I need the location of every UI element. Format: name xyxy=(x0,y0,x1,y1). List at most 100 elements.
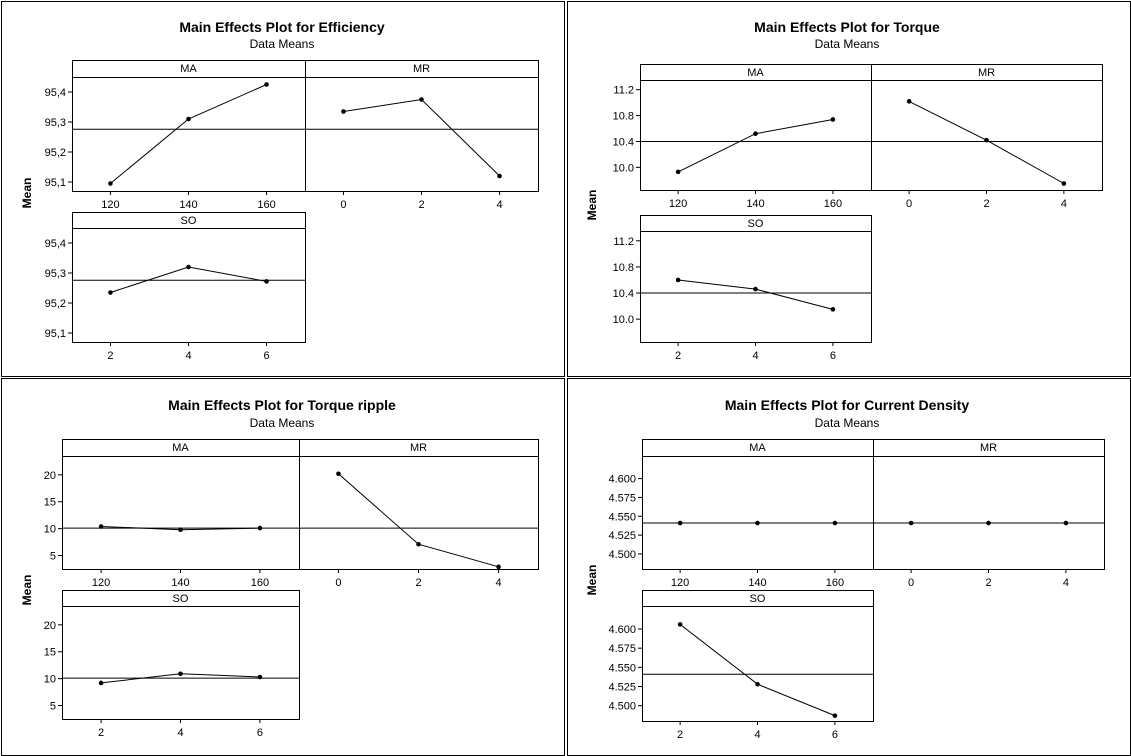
panel-ma: MA 10.0 10.4 10.8 11.2 120 140 160 xyxy=(613,64,872,210)
y-tick-label: 4.550 xyxy=(608,511,636,523)
panel-ma: MA 5 10 15 20 120 140 160 xyxy=(44,439,300,589)
x-tick-label: 2 xyxy=(677,729,683,741)
data-point xyxy=(98,680,104,686)
x-tick-label: 0 xyxy=(340,199,346,211)
panel-box xyxy=(62,590,300,720)
y-tick-label: 11.2 xyxy=(613,236,634,248)
x-tick-label: 140 xyxy=(179,199,197,211)
y-tick-label: 20 xyxy=(44,470,56,482)
y-tick-label: 10 xyxy=(44,674,56,686)
data-point xyxy=(675,169,681,175)
y-tick-label: 95,1 xyxy=(45,328,66,340)
y-tick-label: 95,3 xyxy=(45,117,66,129)
data-point xyxy=(186,264,191,270)
y-tick-label: 4.500 xyxy=(608,701,636,713)
data-point xyxy=(675,277,681,283)
panel-box xyxy=(873,439,1105,570)
data-point xyxy=(178,527,183,533)
panel-so: SO 10.0 10.4 10.8 11.2 2 4 6 xyxy=(613,215,872,362)
y-tick-label: 10.0 xyxy=(613,162,634,174)
x-tick-label: 4 xyxy=(177,727,183,739)
x-tick-label: 120 xyxy=(671,577,689,589)
data-point xyxy=(755,681,760,687)
panel-box xyxy=(299,439,539,570)
data-point xyxy=(908,520,914,526)
x-tick-label: 4 xyxy=(185,350,191,362)
y-tick-label: 15 xyxy=(44,647,56,659)
y-tick-label: 10.4 xyxy=(613,136,634,148)
x-tick-label: 4 xyxy=(752,350,758,362)
panel-box xyxy=(640,64,872,191)
data-point xyxy=(257,525,263,531)
x-tick-label: 4 xyxy=(496,577,502,589)
panel-mr: MR 0 2 4 xyxy=(299,439,539,589)
x-tick-label: 0 xyxy=(335,577,341,589)
y-tick-label: 10.4 xyxy=(613,288,634,300)
x-tick-label: 6 xyxy=(257,727,263,739)
panel-so: SO 95,1 95,2 95,3 95,4 2 4 6 xyxy=(45,212,306,362)
data-point xyxy=(108,290,113,295)
y-tick-label: 4.600 xyxy=(608,624,636,636)
panel-so: SO 5 10 15 20 2 4 6 xyxy=(44,590,300,739)
chart-title: Main Effects Plot for Torque xyxy=(754,19,940,35)
data-point xyxy=(178,671,183,677)
y-tick-label: 95,1 xyxy=(45,177,66,189)
chart-subtitle: Data Means xyxy=(250,416,315,430)
chart-title: Main Effects Plot for Efficiency xyxy=(179,19,385,35)
strip-label: MR xyxy=(413,63,430,75)
chart-1: Main Effects Plot for Efficiency Data Mea… xyxy=(1,1,565,377)
data-point xyxy=(677,622,683,627)
y-tick-label: 95,3 xyxy=(45,268,66,280)
data-point xyxy=(986,520,991,526)
y-tick-label: 15 xyxy=(44,497,56,509)
data-point xyxy=(984,137,989,143)
data-point xyxy=(264,279,269,284)
y-tick-label: 95,4 xyxy=(45,238,66,250)
x-tick-label: 4 xyxy=(754,729,760,741)
data-point xyxy=(1063,520,1069,526)
y-tick-label: 5 xyxy=(50,551,56,563)
x-tick-label: 6 xyxy=(832,729,838,741)
strip-label: SO xyxy=(181,215,197,227)
data-point xyxy=(832,520,838,526)
chart-title: Main Effects Plot for Current Density xyxy=(725,397,969,413)
chart-subtitle: Data Means xyxy=(815,416,880,430)
data-point xyxy=(341,109,346,114)
data-point xyxy=(186,116,191,122)
y-tick-label: 5 xyxy=(50,701,56,713)
strip-label: MA xyxy=(747,67,764,79)
y-tick-label: 10.8 xyxy=(613,262,634,274)
y-tick-label: 20 xyxy=(44,620,56,632)
data-point xyxy=(336,471,341,477)
x-tick-label: 120 xyxy=(92,577,110,589)
data-point xyxy=(677,520,683,526)
chart-subtitle: Data Means xyxy=(250,37,315,51)
y-tick-label: 95,2 xyxy=(45,147,66,159)
strip-label: MR xyxy=(978,67,995,79)
data-point xyxy=(906,99,912,104)
data-point xyxy=(1061,181,1067,186)
strip-label: SO xyxy=(173,593,189,605)
chart-subtitle: Data Means xyxy=(815,37,880,51)
panel-so: SO 4.500 4.525 4.550 4.575 4.600 2 4 6 xyxy=(608,590,874,741)
x-tick-label: 140 xyxy=(748,577,766,589)
x-tick-label: 120 xyxy=(669,198,687,210)
data-point xyxy=(832,713,838,718)
chart-3: Main Effects Plot for Torque ripple Data … xyxy=(1,378,565,756)
x-tick-label: 4 xyxy=(496,199,502,211)
y-tick-label: 95,2 xyxy=(45,298,66,310)
x-tick-label: 160 xyxy=(824,198,842,210)
y-tick-label: 4.525 xyxy=(608,682,636,694)
strip-label: MA xyxy=(180,63,197,75)
panel-box xyxy=(62,439,300,570)
y-tick-label: 4.550 xyxy=(608,662,636,674)
y-axis-label: Mean xyxy=(20,178,34,209)
data-point xyxy=(496,564,501,570)
x-tick-label: 2 xyxy=(415,577,421,589)
x-tick-label: 0 xyxy=(908,577,914,589)
x-tick-label: 140 xyxy=(171,577,189,589)
x-tick-label: 4 xyxy=(1063,577,1069,589)
panel-box xyxy=(642,439,874,570)
panel-mr: MR 0 2 4 xyxy=(871,64,1103,210)
